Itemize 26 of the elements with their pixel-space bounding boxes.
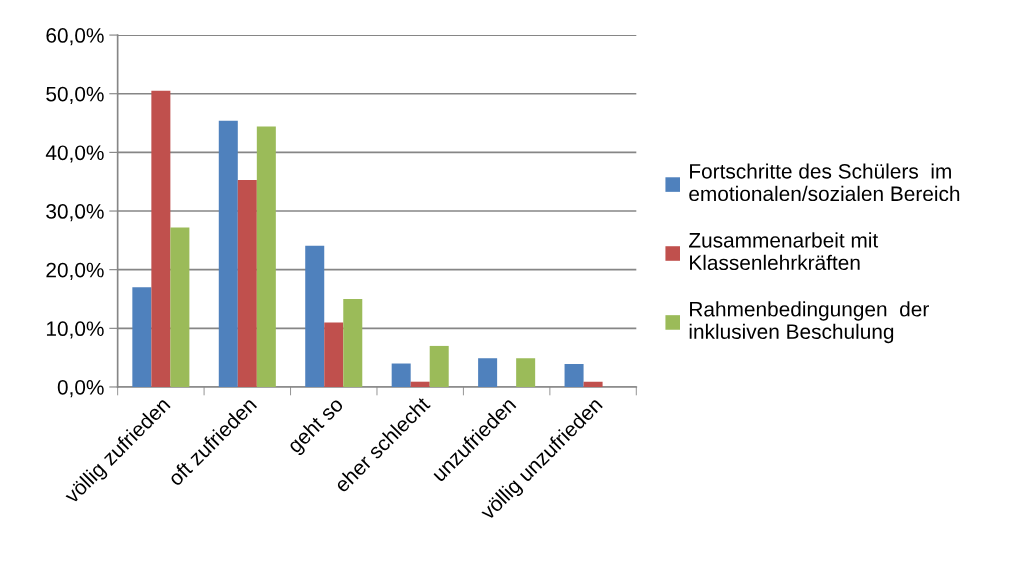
bar bbox=[478, 358, 498, 387]
y-tick-label: 50,0% bbox=[46, 86, 104, 104]
bar bbox=[429, 345, 449, 387]
bar bbox=[324, 322, 344, 387]
y-tick-label: 30,0% bbox=[46, 204, 104, 222]
y-tick-label: 10,0% bbox=[46, 321, 104, 339]
legend-label: Rahmenbedingungen der inklusiven Beschulung bbox=[689, 301, 929, 344]
bar bbox=[237, 179, 257, 387]
y-tick-label: 20,0% bbox=[46, 262, 104, 280]
bar bbox=[410, 381, 430, 387]
bar bbox=[516, 358, 536, 387]
bar bbox=[391, 363, 411, 387]
y-tick-label: 40,0% bbox=[45, 145, 104, 163]
bar bbox=[151, 90, 171, 387]
bar bbox=[256, 126, 276, 387]
legend-label: Fortschritte des Schülers im emotionalen/sozialen Bereich bbox=[689, 163, 960, 202]
y-tick-label: 0,0% bbox=[57, 379, 104, 398]
bar bbox=[564, 364, 584, 387]
bar bbox=[305, 245, 325, 387]
bar bbox=[343, 299, 363, 387]
bar bbox=[132, 287, 152, 387]
bar bbox=[583, 381, 603, 387]
y-tick-label: 60,0% bbox=[46, 28, 104, 46]
legend-label: Zusammenarbeit mit Klassenlehrkräften bbox=[689, 232, 879, 271]
bar bbox=[170, 227, 190, 387]
bar bbox=[218, 120, 238, 387]
